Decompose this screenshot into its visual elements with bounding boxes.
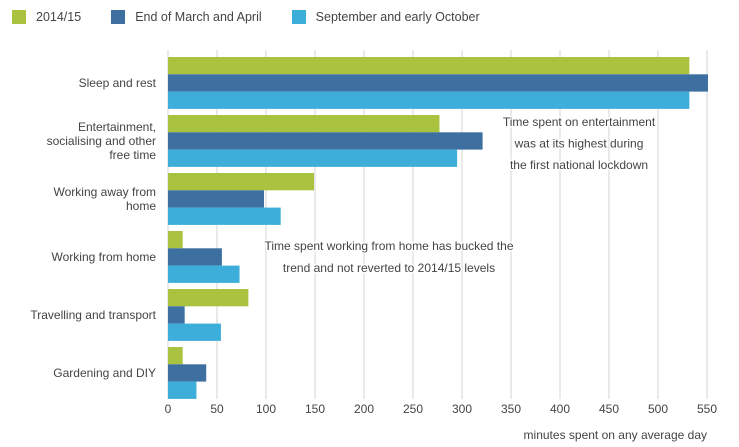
legend-swatch-end-of-march-april [111,10,126,24]
bar-working-away-from-home-end-of-march-and-april [168,190,265,208]
bar-working-from-home-2014-15 [168,231,183,249]
bar-entertainment-socialising-and-other-free-time-end-of-march-and-april [168,132,483,150]
legend-label-end-of-march-april: End of March and April [135,10,262,24]
bar-working-from-home-end-of-march-and-april [168,248,222,266]
annotation-1-line-2: was at its highest during [514,137,644,151]
x-tick-label-0: 0 [165,402,172,416]
bar-travelling-and-transport-2014-15 [168,289,249,307]
x-tick-label-250: 250 [403,402,423,416]
bar-sleep-and-rest-end-of-march-and-april [168,74,708,92]
chart-legend: 2014/15 End of March and April September… [12,10,510,24]
x-tick-label-500: 500 [648,402,668,416]
category-label-working-from-home: Working from home [52,250,157,264]
legend-swatch-september-october [291,10,306,24]
bar-entertainment-socialising-and-other-free-time-september-and-early-october [168,149,458,167]
legend-item-end-of-march-april: End of March and April [111,10,262,24]
annotation-1-line-1: Time spent on entertainment [503,115,656,129]
bar-gardening-and-diy-september-and-early-october [168,381,197,399]
bar-working-away-from-home-2014-15 [168,173,315,191]
bar-entertainment-socialising-and-other-free-time-2014-15 [168,115,440,133]
bar-working-away-from-home-september-and-early-october [168,207,281,225]
x-tick-label-100: 100 [256,402,276,416]
bar-travelling-and-transport-september-and-early-october [168,323,221,341]
bar-gardening-and-diy-end-of-march-and-april [168,364,207,382]
annotation-1-line-3: the first national lockdown [510,158,648,172]
legend-item-2014-15: 2014/15 [12,10,81,24]
x-tick-label-300: 300 [452,402,472,416]
category-label-working-away-from-home: Working away from home [54,185,157,213]
legend-label-september-october: September and early October [315,10,480,24]
category-label-sleep-and-rest: Sleep and rest [79,76,157,90]
bar-travelling-and-transport-end-of-march-and-april [168,306,185,324]
bar-gardening-and-diy-2014-15 [168,347,183,365]
x-tick-label-450: 450 [599,402,619,416]
annotation-2-line-1: Time spent working from home has bucked … [264,239,513,253]
category-label-gardening-and-diy: Gardening and DIY [53,366,156,380]
category-label-entertainment-socialising-and-other-free-time: Entertainment, socialising and other free … [47,120,157,162]
x-axis-label: minutes spent on any average day [524,428,707,442]
x-tick-label-350: 350 [501,402,521,416]
bar-sleep-and-rest-2014-15 [168,57,690,75]
x-tick-label-50: 50 [210,402,224,416]
x-tick-label-150: 150 [305,402,325,416]
category-label-travelling-and-transport: Travelling and transport [30,308,156,322]
x-tick-label-550: 550 [697,402,717,416]
annotation-2-line-2: trend and not reverted to 2014/15 levels [283,261,495,275]
bar-sleep-and-rest-september-and-early-october [168,91,690,109]
x-tick-label-200: 200 [354,402,374,416]
legend-swatch-2014-15 [12,10,26,24]
bar-working-from-home-september-and-early-october [168,265,240,283]
legend-item-september-october: September and early October [291,10,480,24]
x-tick-label-400: 400 [550,402,570,416]
legend-label-2014-15: 2014/15 [36,10,82,24]
